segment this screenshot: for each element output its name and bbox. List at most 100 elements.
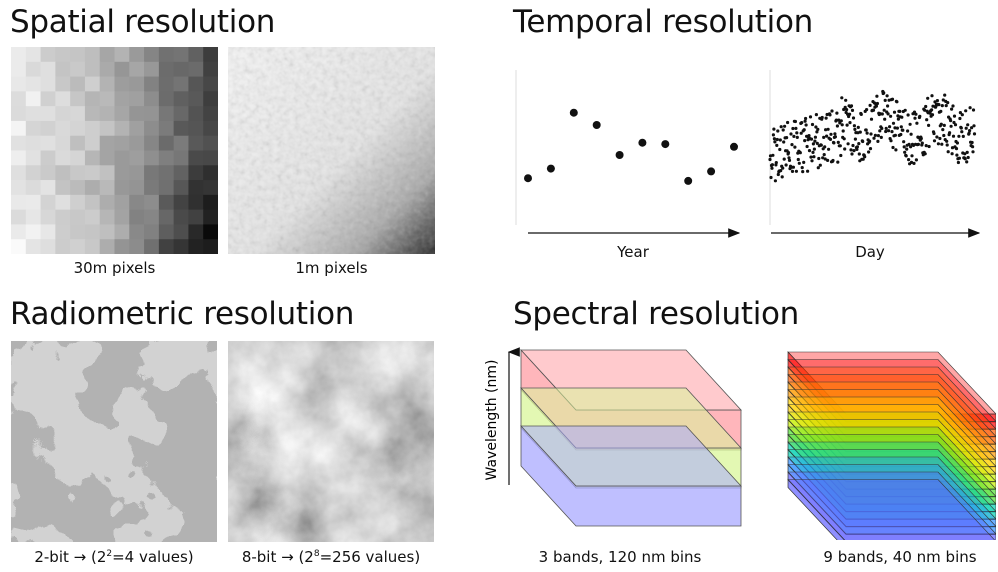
coarse-pixel (114, 76, 130, 92)
day-data-point (792, 134, 796, 138)
coarse-pixel (173, 47, 190, 63)
day-data-point (810, 122, 815, 127)
coarse-pixel (99, 91, 116, 107)
coarse-pixel (144, 239, 160, 255)
day-data-point (964, 109, 968, 113)
coarse-pixel (99, 76, 116, 92)
day-data-point (923, 152, 927, 156)
coarse-pixel (158, 239, 175, 255)
day-data-point (850, 152, 854, 156)
day-data-point (874, 104, 878, 108)
coarse-pixel (144, 224, 160, 240)
day-data-point (927, 144, 931, 149)
day-data-point (824, 128, 828, 132)
band-3-top (520, 425, 742, 487)
day-data-point (838, 144, 842, 148)
day-data-point (945, 139, 949, 143)
day-data-point (966, 123, 970, 127)
coarse-pixel (99, 135, 116, 152)
day-data-point (833, 135, 837, 139)
coarse-pixel (40, 120, 56, 137)
coarse-pixel (40, 135, 56, 152)
day-data-point (776, 129, 780, 133)
day-data-point (857, 152, 861, 156)
day-data-point (933, 100, 937, 104)
day-data-point (930, 113, 935, 117)
day-data-point (918, 114, 922, 118)
coarse-pixel (40, 61, 56, 78)
day-data-point (839, 153, 843, 158)
day-data-point (813, 135, 817, 139)
day-data-point (971, 150, 975, 154)
coarse-pixel (70, 76, 86, 92)
day-data-point (817, 156, 821, 161)
day-data-point (901, 128, 905, 132)
day-data-point (841, 129, 845, 133)
day-data-point (909, 160, 914, 164)
day-data-point (812, 147, 816, 151)
coarse-pixel (114, 91, 130, 107)
coarse-pixel (188, 135, 204, 152)
coarse-pixel (173, 120, 190, 137)
day-data-point (820, 115, 824, 120)
day-data-point (941, 98, 945, 102)
coarse-pixel (203, 224, 219, 240)
coarse-pixel (158, 209, 175, 226)
year-data-point (661, 140, 670, 149)
radiometric-2bit-image (11, 341, 217, 542)
coarse-pixel (55, 91, 71, 107)
day-data-point (781, 128, 785, 132)
day-data-point (914, 158, 918, 162)
coarse-pixel (40, 165, 56, 181)
coarse-pixel (25, 135, 42, 152)
coarse-pixel (129, 76, 145, 92)
day-data-point (882, 108, 886, 112)
coarse-pixel (84, 76, 101, 92)
coarse-pixel (40, 150, 56, 166)
coarse-pixel (173, 91, 190, 107)
coarse-pixel (188, 239, 204, 255)
day-data-point (790, 169, 795, 173)
coarse-pixel (158, 91, 175, 107)
day-data-point (833, 132, 837, 136)
coarse-pixel (129, 209, 145, 226)
day-data-point (816, 127, 820, 131)
caption-2bit: 2-bit → (22=4 values) (11, 548, 217, 566)
day-data-point (875, 101, 879, 106)
day-data-point (823, 157, 827, 161)
day-data-point (950, 146, 955, 150)
day-data-point (907, 158, 911, 162)
coarse-pixel (203, 239, 219, 255)
coarse-pixel (188, 209, 204, 226)
day-data-point (910, 154, 914, 158)
day-data-point (836, 160, 840, 164)
day-data-point (802, 160, 806, 164)
day-data-point (907, 142, 911, 146)
coarse-pixel (129, 61, 145, 78)
day-data-point (803, 119, 807, 123)
day-data-point (895, 100, 899, 104)
day-data-point (842, 137, 846, 141)
day-data-point (939, 122, 943, 126)
day-data-point (826, 127, 830, 131)
day-data-point (936, 142, 940, 146)
day-data-point (855, 145, 859, 149)
day-data-point (812, 155, 816, 159)
day-data-point (914, 112, 918, 116)
day-data-point (781, 166, 785, 170)
coarse-pixel (158, 47, 175, 63)
day-data-point (949, 124, 953, 128)
day-data-point (968, 129, 972, 133)
day-data-point (906, 113, 910, 117)
coarse-pixel (84, 150, 101, 166)
coarse-pixel (158, 224, 175, 240)
day-data-point (851, 143, 855, 148)
day-data-point (938, 136, 942, 141)
day-data-point (773, 140, 777, 144)
coarse-pixel (84, 61, 101, 78)
coarse-pixel (70, 106, 86, 122)
day-data-point (890, 130, 894, 134)
day-data-point (944, 104, 948, 108)
day-data-point (799, 131, 803, 135)
day-data-point (927, 123, 931, 127)
